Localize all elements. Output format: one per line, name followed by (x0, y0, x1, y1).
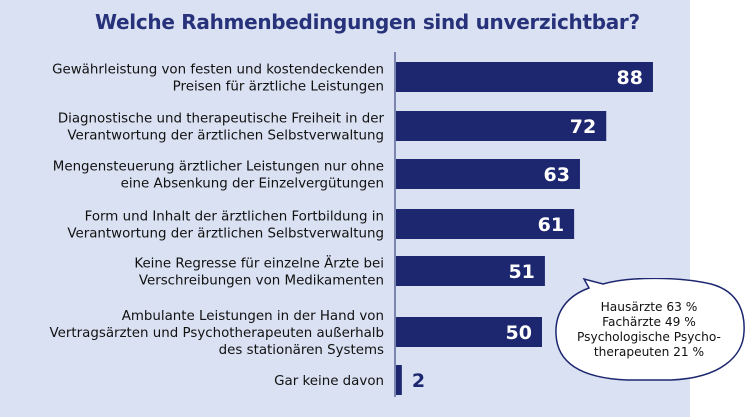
bar-2 (396, 159, 580, 189)
category-label-1-1: Verantwortung der ärztlichen Selbstverwa… (67, 129, 384, 144)
category-label-4-1: Verschreibungen von Medikamenten (139, 274, 384, 289)
bar-1 (396, 111, 607, 141)
callout-line-hausaerzte: Hausärzte 63 % (600, 300, 698, 314)
callout-line-psycho-1: Psychologische Psycho- (577, 330, 721, 344)
category-label-5-0: Ambulante Leistungen in der Hand von (122, 309, 384, 324)
category-label-4-0: Keine Regresse für einzelne Ärzte bei (134, 254, 384, 272)
bar-6 (396, 365, 402, 395)
category-label-5-2: des stationären Systems (219, 343, 384, 358)
value-label-2: 63 (544, 164, 570, 186)
category-label-0-0: Gewährleistung von festen und kostendeck… (52, 63, 384, 78)
callout-bubble: Hausärzte 63 % Fachärzte 49 % Psychologi… (551, 278, 747, 382)
callout-shape (555, 278, 745, 381)
category-label-0-1: Preisen für ärztliche Leistungen (173, 80, 384, 95)
value-label-6: 2 (412, 370, 425, 392)
category-label-3-1: Verantwortung der ärztlichen Selbstverwa… (67, 227, 384, 242)
category-label-2-0: Mengensteuerung ärztlicher Leistungen nu… (53, 160, 384, 175)
category-label-5-1: Vertragsärzten und Psychotherapeuten auß… (50, 326, 384, 341)
value-label-4: 51 (508, 261, 534, 283)
value-label-1: 72 (570, 116, 596, 138)
bar-3 (396, 209, 575, 239)
callout-line-fachaerzte: Fachärzte 49 % (602, 315, 696, 329)
category-label-3-0: Form und Inhalt der ärztlichen Fortbildu… (85, 210, 384, 225)
callout-text: Hausärzte 63 % Fachärzte 49 % Psychologi… (551, 300, 747, 360)
bar-0 (396, 62, 653, 92)
category-label-1-0: Diagnostische und therapeutische Freihei… (58, 112, 385, 127)
value-label-5: 50 (506, 322, 532, 344)
category-label-2-1: eine Absenkung der Einzelvergütungen (121, 177, 384, 192)
bar-5 (396, 317, 542, 347)
value-label-3: 61 (538, 214, 564, 236)
callout-line-psycho-2: therapeuten 21 % (593, 345, 705, 359)
chart-title: Welche Rahmenbedingungen sind unverzicht… (95, 10, 640, 34)
bar-4 (396, 256, 545, 286)
value-label-0: 88 (617, 67, 643, 89)
category-label-6-0: Gar keine davon (274, 374, 384, 389)
